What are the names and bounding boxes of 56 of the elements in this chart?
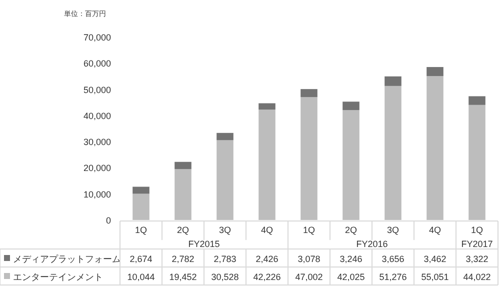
data-label: 10,044 <box>127 272 155 282</box>
data-label: 30,528 <box>211 272 239 282</box>
x-tick-label: 3Q <box>386 225 400 235</box>
data-label: 19,452 <box>169 272 197 282</box>
bar <box>258 103 276 110</box>
bar <box>174 162 192 170</box>
bar <box>468 104 486 220</box>
y-tick-label: 0 <box>106 216 111 226</box>
bar <box>468 96 486 105</box>
data-label: 2,426 <box>256 254 278 264</box>
data-label: 3,246 <box>340 254 362 264</box>
text: FY2017 <box>461 239 493 249</box>
bar <box>342 110 360 220</box>
data-label: 51,276 <box>379 272 407 282</box>
bar <box>384 86 402 220</box>
x-tick-label: 3Q <box>218 225 232 235</box>
bar <box>342 102 360 110</box>
data-label: 42,025 <box>337 272 365 282</box>
x-tick-label: 1Q <box>134 225 148 235</box>
text: FY2015 <box>188 239 220 249</box>
data-label: 47,002 <box>295 272 323 282</box>
y-tick-label: 50,000 <box>83 84 111 95</box>
y-tick-label: 30,000 <box>83 137 111 148</box>
y-tick-label: 60,000 <box>83 58 111 69</box>
x-tick-label: 1Q <box>470 225 484 235</box>
y-tick-label: 70,000 <box>83 32 111 42</box>
data-label: 3,462 <box>424 254 446 264</box>
x-tick-label: 2Q <box>344 225 358 235</box>
bar <box>132 194 150 220</box>
bar <box>258 110 276 220</box>
data-label: 3,656 <box>382 254 404 264</box>
bar <box>174 169 192 220</box>
bar <box>132 186 150 194</box>
bar <box>216 132 234 140</box>
x-tick-label: 1Q <box>302 225 316 235</box>
y-tick-label: 20,000 <box>83 163 111 174</box>
data-label: 2,782 <box>172 254 194 264</box>
data-label: 2,783 <box>214 254 236 264</box>
text: FY2016 <box>356 239 388 249</box>
bar <box>300 97 318 220</box>
bar <box>426 76 444 220</box>
y-tick-label: 10,000 <box>83 189 111 200</box>
bar <box>216 140 234 220</box>
bar <box>300 89 318 98</box>
y-tick-label: 40,000 <box>83 110 111 121</box>
data-label: 42,226 <box>253 272 281 282</box>
bar <box>426 67 444 76</box>
data-label: 55,051 <box>421 272 449 282</box>
x-tick-label: 2Q <box>176 225 190 235</box>
data-label: 3,078 <box>298 254 320 264</box>
data-label: 3,322 <box>466 254 488 264</box>
data-label: 2,674 <box>130 254 152 264</box>
x-tick-label: 4Q <box>260 225 274 235</box>
data-label: 44,022 <box>463 272 491 282</box>
x-tick-label: 4Q <box>428 225 442 235</box>
bar <box>384 76 402 86</box>
